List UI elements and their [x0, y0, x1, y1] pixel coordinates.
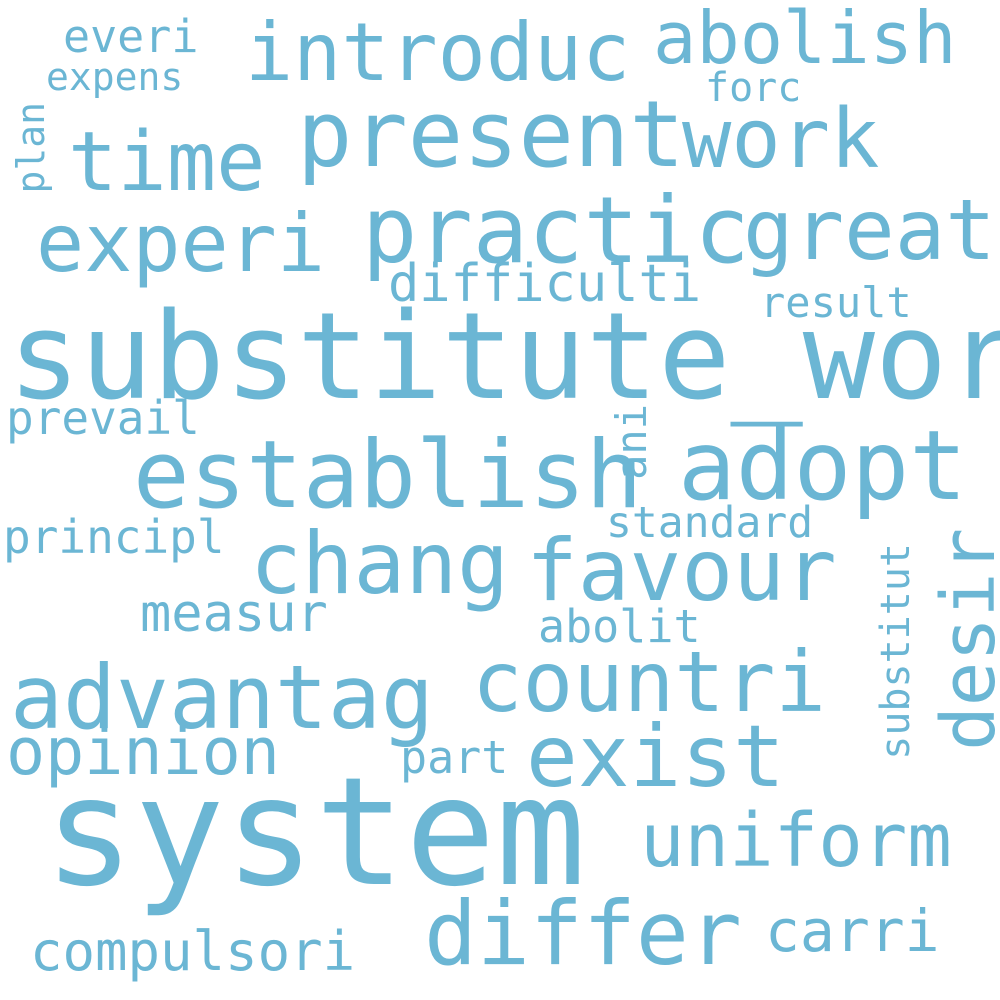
word-everi: everi — [63, 10, 199, 63]
word-principl: principl — [3, 510, 225, 564]
word-carri: carri — [765, 897, 940, 965]
word-system: system — [44, 746, 586, 920]
word-experi: experi — [36, 197, 325, 290]
word-introduc: introduc — [245, 6, 631, 99]
word-abolit: abolit — [538, 600, 701, 653]
word-adopt: adopt — [678, 410, 967, 522]
word-forc: forc — [705, 65, 802, 111]
word-great: great — [743, 181, 996, 279]
word-uniform: uniform — [640, 798, 952, 884]
word-expens: expens — [46, 55, 184, 99]
word-part: part — [400, 731, 509, 784]
word-favour: favour — [526, 521, 837, 621]
word-establish: establish — [133, 421, 643, 530]
word-measur: measur — [140, 584, 328, 644]
word-compulsori: compulsori — [30, 920, 356, 983]
word-countri: countri — [472, 633, 827, 731]
word-advantag: advantag — [10, 646, 434, 749]
word-result: result — [760, 278, 912, 327]
word-desir: desir — [926, 528, 1000, 751]
word-practic: practic — [362, 177, 750, 284]
word-standard: standard — [606, 498, 814, 548]
word-plan: plan — [9, 102, 53, 194]
word-prevail: prevail — [6, 391, 200, 445]
word-opinion: opinion — [6, 715, 280, 790]
word-chang: chang — [250, 514, 509, 614]
word-substitute-word: substitute_word — [8, 288, 1000, 427]
word-differ: differ — [424, 882, 742, 985]
word-abolish: abolish — [653, 0, 957, 80]
word-difficulti: difficulti — [388, 254, 702, 314]
word-exist: exist — [526, 707, 785, 807]
word-work: work — [682, 92, 880, 187]
word-substitut: substitut — [873, 543, 919, 760]
word-time: time — [68, 115, 266, 210]
word-present: present — [297, 81, 685, 188]
